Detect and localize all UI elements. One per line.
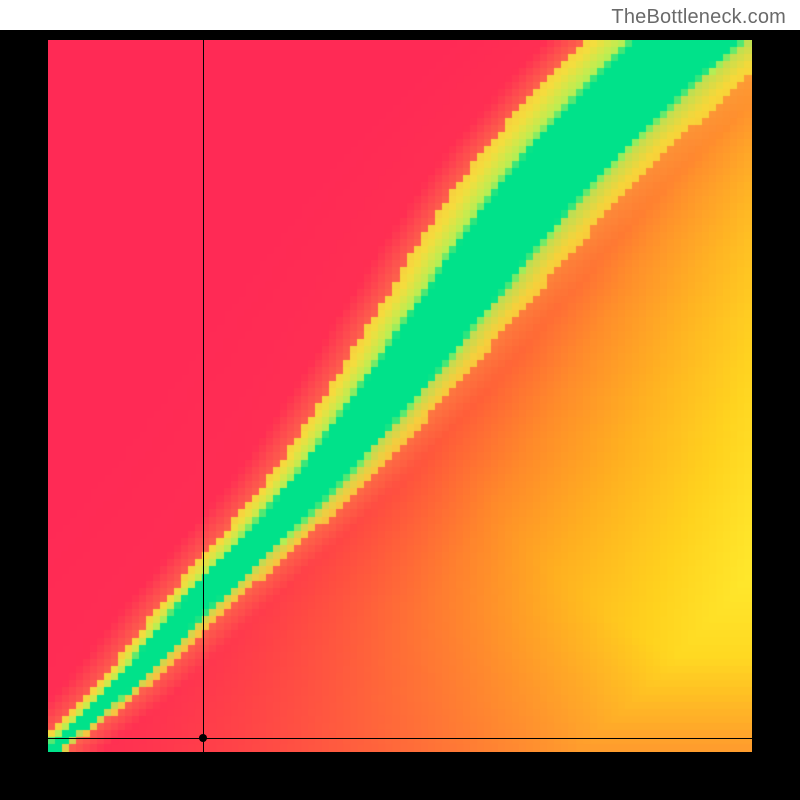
chart-frame xyxy=(0,30,800,800)
watermark-text: TheBottleneck.com xyxy=(611,6,786,29)
marker-dot xyxy=(199,734,207,742)
crosshair-horizontal xyxy=(48,738,752,739)
root: TheBottleneck.com xyxy=(0,0,800,800)
bottleneck-heatmap xyxy=(48,40,752,752)
crosshair-vertical xyxy=(203,40,204,752)
